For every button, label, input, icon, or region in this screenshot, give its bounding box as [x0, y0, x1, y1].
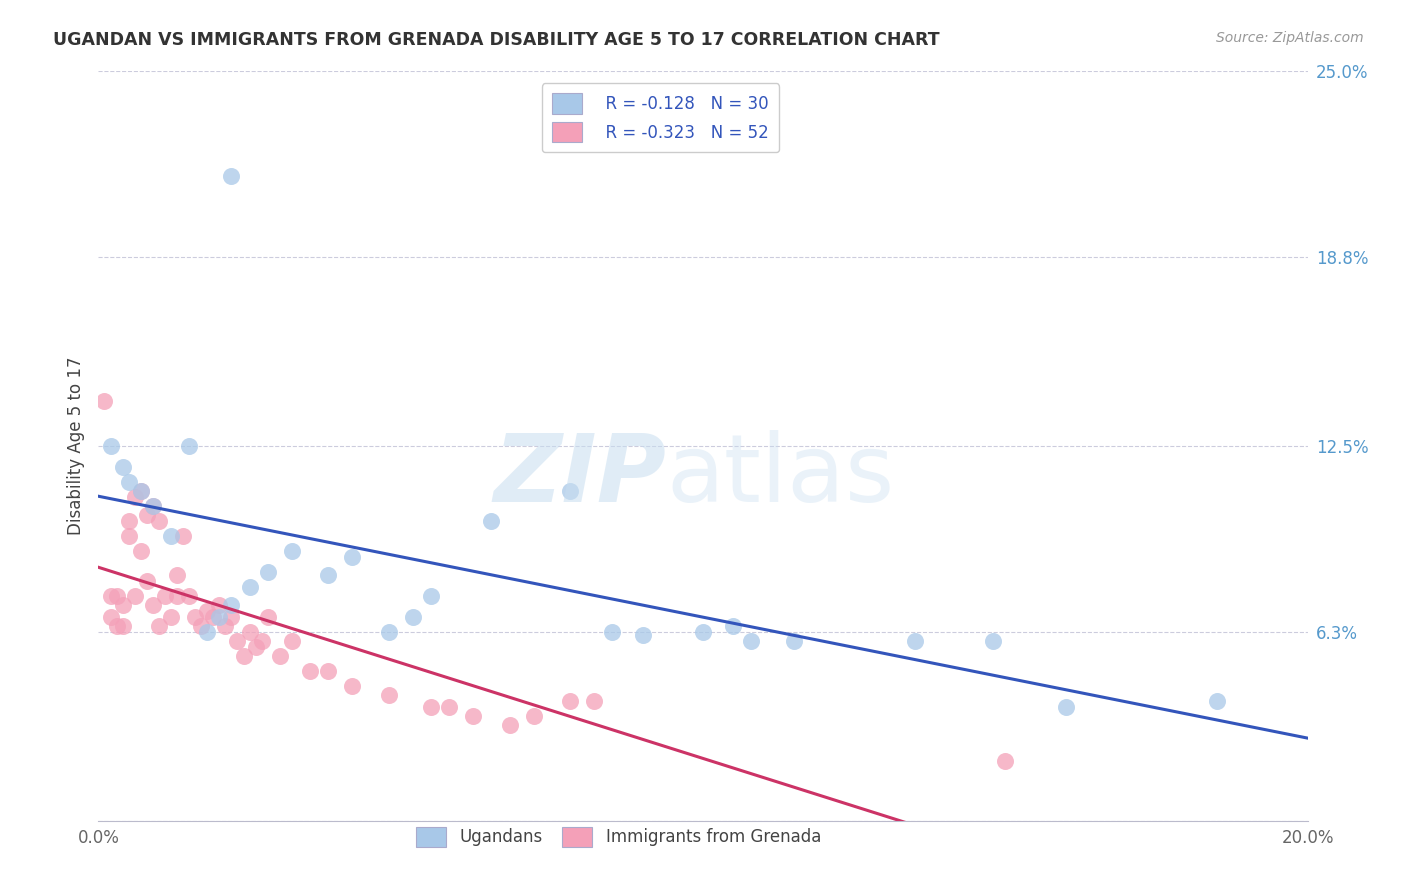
Point	[342, 549, 364, 564]
Point	[981, 633, 1004, 648]
Point	[1206, 694, 1229, 708]
Point	[602, 624, 624, 639]
Point	[994, 754, 1017, 768]
Point	[124, 490, 146, 504]
Point	[105, 589, 128, 603]
Y-axis label: Disability Age 5 to 17: Disability Age 5 to 17	[66, 357, 84, 535]
Point	[783, 633, 806, 648]
Point	[190, 619, 212, 633]
Point	[692, 624, 714, 639]
Point	[214, 619, 236, 633]
Point	[184, 610, 207, 624]
Point	[221, 169, 243, 184]
Point	[299, 664, 322, 678]
Point	[129, 544, 152, 558]
Point	[100, 439, 122, 453]
Point	[232, 648, 254, 663]
Point	[179, 439, 201, 453]
Point	[723, 619, 745, 633]
Point	[93, 394, 115, 409]
Point	[172, 529, 194, 543]
Point	[583, 694, 606, 708]
Point	[111, 619, 134, 633]
Point	[239, 624, 262, 639]
Point	[904, 633, 927, 648]
Point	[221, 610, 243, 624]
Point	[481, 514, 503, 528]
Point	[740, 633, 762, 648]
Text: Source: ZipAtlas.com: Source: ZipAtlas.com	[1216, 31, 1364, 45]
Point	[558, 483, 581, 498]
Point	[179, 589, 201, 603]
Point	[208, 610, 231, 624]
Point	[316, 664, 339, 678]
Point	[142, 499, 165, 513]
Point	[111, 460, 134, 475]
Point	[160, 529, 183, 543]
Point	[135, 574, 157, 588]
Point	[377, 688, 399, 702]
Text: atlas: atlas	[666, 430, 896, 522]
Point	[498, 717, 520, 731]
Point	[256, 610, 278, 624]
Point	[148, 514, 170, 528]
Point	[208, 598, 231, 612]
Point	[142, 598, 165, 612]
Point	[281, 544, 304, 558]
Point	[129, 483, 152, 498]
Point	[118, 514, 141, 528]
Point	[402, 610, 425, 624]
Point	[558, 694, 581, 708]
Point	[226, 633, 249, 648]
Point	[245, 640, 267, 654]
Point	[281, 633, 304, 648]
Text: UGANDAN VS IMMIGRANTS FROM GRENADA DISABILITY AGE 5 TO 17 CORRELATION CHART: UGANDAN VS IMMIGRANTS FROM GRENADA DISAB…	[53, 31, 941, 49]
Point	[377, 624, 399, 639]
Point	[111, 598, 134, 612]
Point	[105, 619, 128, 633]
Point	[135, 508, 157, 522]
Point	[142, 499, 165, 513]
Point	[420, 699, 443, 714]
Point	[1054, 699, 1077, 714]
Legend: Ugandans, Immigrants from Grenada: Ugandans, Immigrants from Grenada	[409, 820, 828, 854]
Point	[420, 589, 443, 603]
Point	[316, 567, 339, 582]
Point	[463, 708, 485, 723]
Point	[239, 580, 262, 594]
Point	[166, 567, 188, 582]
Point	[148, 619, 170, 633]
Point	[160, 610, 183, 624]
Point	[118, 529, 141, 543]
Point	[124, 589, 146, 603]
Point	[195, 604, 218, 618]
Point	[221, 598, 243, 612]
Text: ZIP: ZIP	[494, 430, 666, 522]
Point	[437, 699, 460, 714]
Point	[166, 589, 188, 603]
Point	[195, 624, 218, 639]
Point	[202, 610, 225, 624]
Point	[153, 589, 176, 603]
Point	[129, 483, 152, 498]
Point	[256, 565, 278, 579]
Point	[118, 475, 141, 489]
Point	[269, 648, 291, 663]
Point	[631, 628, 654, 642]
Point	[523, 708, 546, 723]
Point	[100, 610, 122, 624]
Point	[100, 589, 122, 603]
Point	[250, 633, 273, 648]
Point	[342, 679, 364, 693]
